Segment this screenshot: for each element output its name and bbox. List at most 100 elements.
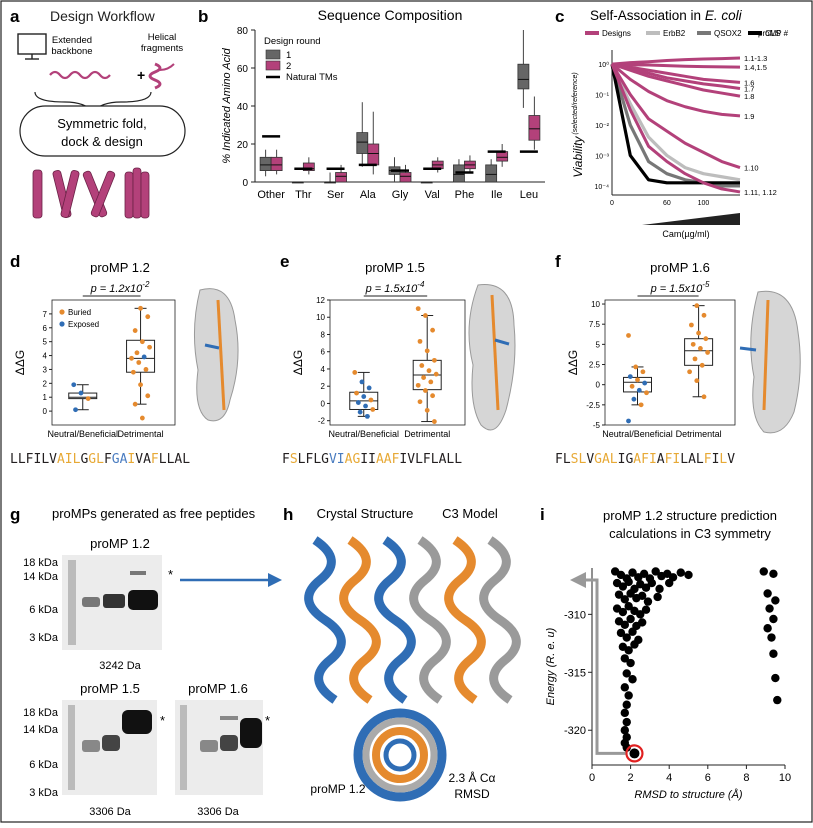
panel-c-title-text: Self-Association in (590, 8, 705, 23)
y-tick-label: -310 (564, 609, 586, 621)
data-point (624, 691, 633, 700)
y-tick-label: 2.5 (589, 361, 601, 370)
data-point (622, 700, 631, 709)
data-point (694, 378, 700, 384)
panel-letter-h: h (283, 505, 293, 524)
data-point (363, 403, 368, 409)
x-tick-label: 100 (698, 200, 710, 207)
data-point (366, 385, 372, 391)
data-point (417, 338, 423, 344)
y-tick-label: 10⁻⁴ (595, 184, 610, 191)
y-tick-label: 2 (321, 382, 326, 391)
y-axis-label: Energy (R. e. u) (545, 627, 557, 705)
rmsd-value: 2.3 Å Cα (449, 770, 496, 785)
y-tick-label: 4 (321, 365, 326, 374)
sequence-residue: A (143, 452, 151, 467)
data-point (622, 743, 631, 752)
x-tick-label: 0 (610, 200, 614, 207)
sequence-residue: L (182, 452, 190, 467)
blot-mass-1: 3242 Da (99, 660, 141, 672)
x-tick-label: Other (257, 189, 285, 201)
y-axis-label: % Indicated Amino Acid (221, 47, 233, 163)
legend-label: ErbB2 (663, 29, 686, 38)
control-line-ErbB2 (610, 63, 741, 182)
data-point (620, 654, 630, 663)
x-tick-label: Neutral/Beneficial (328, 429, 399, 439)
sequence-residue: G (112, 452, 120, 467)
data-point (630, 640, 639, 649)
legend-label: Natural TMs (286, 72, 338, 83)
panel-d-pvalue: p = 1.2x10-2 (90, 280, 150, 295)
data-point (626, 658, 635, 668)
highlight-ring (625, 744, 644, 763)
data-point (424, 348, 430, 354)
y-tick-label: 10⁻³ (595, 153, 609, 160)
data-point (759, 567, 768, 576)
sequence-residue: L (680, 452, 688, 467)
sequence-residue: G (352, 452, 360, 467)
sequence-residue: V (49, 452, 57, 467)
design-line (610, 63, 741, 194)
fragment-tail-icon (159, 63, 175, 71)
y-tick-label: 5 (43, 338, 48, 347)
data-point (432, 419, 437, 424)
data-point (627, 374, 633, 380)
data-point (132, 328, 138, 333)
design-label: 1.8 (744, 92, 754, 101)
ladder-6-2: 6 kDa (29, 759, 59, 771)
panel-letter-g: g (10, 505, 20, 524)
sequence-residue: I (33, 452, 41, 467)
legend-label: 1 (286, 50, 291, 61)
y-tick-label: 80 (237, 26, 249, 37)
sequence-residue: L (159, 452, 167, 467)
panel-i-title-1: proMP 1.2 structure prediction (603, 508, 777, 523)
panel-d-title: proMP 1.2 (90, 260, 150, 275)
data-point (690, 341, 696, 347)
data-point (73, 407, 78, 413)
x-tick-label: 60 (663, 200, 671, 207)
data-point (633, 364, 639, 370)
box-2 (399, 172, 412, 183)
data-point (636, 610, 645, 619)
overlay-structure-image (353, 708, 447, 802)
sequence-residue: I (712, 452, 720, 467)
sequence-residue: A (439, 452, 447, 467)
ladder-18-2: 18 kDa (23, 707, 59, 719)
design-label: 1.1-1.3 (744, 54, 767, 63)
design-line (611, 62, 741, 84)
label-extended: Extended (52, 35, 92, 46)
sequence-residue: F (282, 452, 290, 467)
panel-c-title: Self-Association in E. coli (590, 8, 743, 23)
data-point (647, 578, 657, 588)
data-point (622, 633, 631, 642)
data-point (624, 577, 633, 587)
design-line (611, 62, 741, 118)
sequence-residue: F (151, 452, 159, 467)
panel-c-title-italic: E. coli (705, 8, 743, 23)
x-tick-label: Val (425, 189, 440, 201)
x-tick-label: Neutral/Beneficial (602, 429, 673, 439)
panel-g: g proMPs generated as free peptides proM… (10, 505, 270, 818)
data-point (129, 355, 134, 361)
data-point (147, 344, 152, 350)
sequence-residue: F (665, 452, 673, 467)
sequence-residue: I (399, 452, 407, 467)
ladder-14-1: 14 kDa (23, 571, 59, 583)
data-point (626, 333, 631, 338)
design-line (611, 56, 741, 66)
data-point (620, 708, 630, 718)
label-backbone: backbone (51, 46, 92, 57)
data-point (653, 592, 662, 602)
legend-proMP-label: proMP # (758, 29, 789, 38)
design-label: 1.10 (744, 164, 759, 173)
y-tick-label: 10 (591, 300, 600, 309)
data-point (620, 620, 630, 629)
sequence-residue: I (368, 452, 376, 467)
blot-title-3: proMP 1.6 (188, 681, 248, 696)
sequence-residue: A (57, 452, 65, 467)
y-tick-label: 5 (596, 340, 601, 349)
y-tick-label: 7 (43, 310, 48, 319)
plot-frame (604, 299, 736, 426)
data-point (361, 394, 367, 399)
data-point (622, 717, 631, 727)
